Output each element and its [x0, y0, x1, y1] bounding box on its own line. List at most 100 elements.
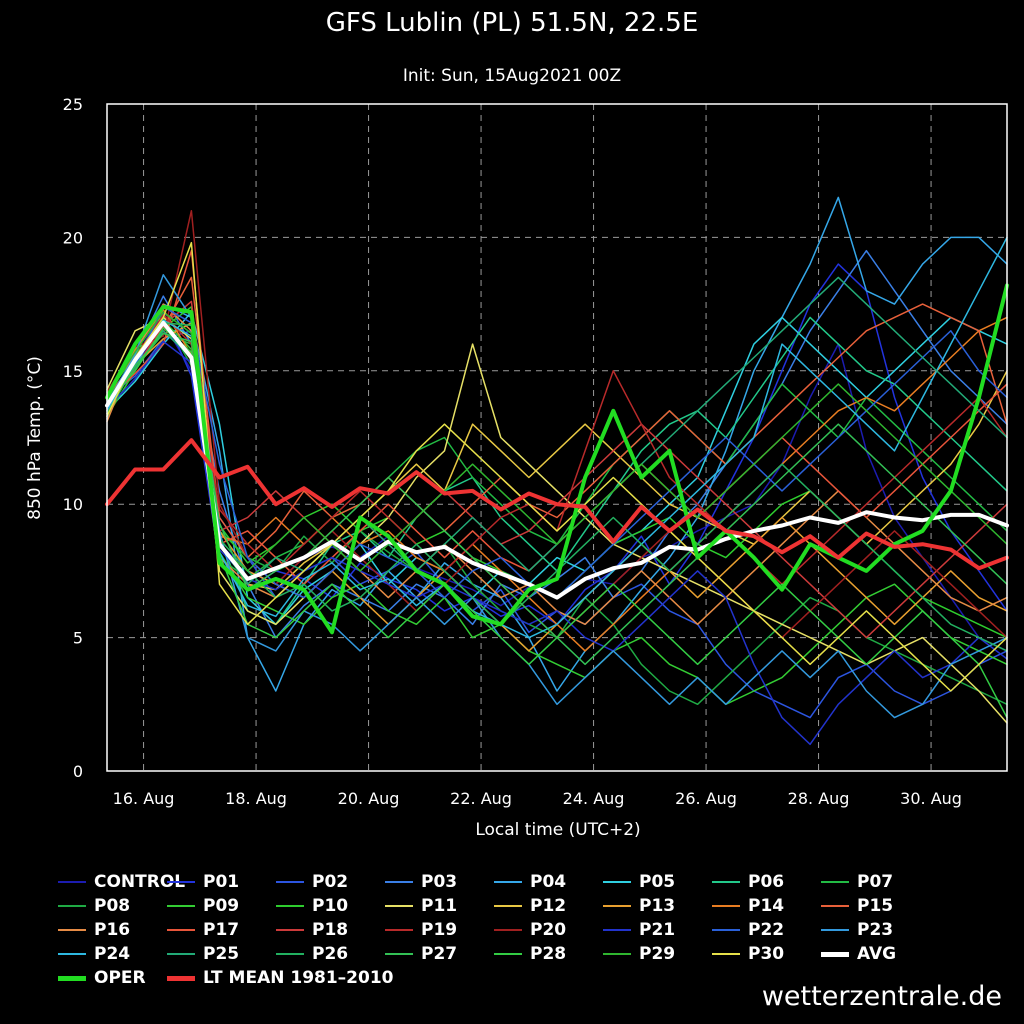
legend-swatch — [821, 929, 849, 931]
legend-item[interactable]: P11 — [385, 896, 457, 916]
legend-label: P23 — [857, 920, 894, 940]
legend-label: P28 — [530, 944, 567, 964]
source-credit: wetterzentrale.de — [761, 981, 1002, 1012]
legend-label: P07 — [857, 872, 894, 892]
y-axis-label: 850 hPa Temp. (°C) — [25, 356, 45, 520]
legend-swatch — [276, 953, 304, 955]
legend-swatch — [821, 951, 849, 957]
grid-lines — [107, 104, 1007, 771]
legend-item[interactable]: P18 — [276, 920, 348, 940]
legend-swatch — [385, 881, 413, 883]
legend-item[interactable]: P14 — [712, 896, 784, 916]
legend-item[interactable]: P06 — [712, 872, 784, 892]
chart-subtitle: Init: Sun, 15Aug2021 00Z — [402, 66, 622, 86]
legend-swatch — [58, 881, 86, 883]
legend-label: P29 — [639, 944, 676, 964]
legend-item[interactable]: P17 — [167, 920, 239, 940]
legend-item[interactable]: P20 — [494, 920, 566, 940]
legend-label: P12 — [530, 896, 567, 916]
x-tick-label: 24. Aug — [563, 789, 625, 808]
legend-item[interactable]: P05 — [603, 872, 675, 892]
legend-item[interactable]: P08 — [58, 896, 130, 916]
legend-item[interactable]: P01 — [167, 872, 239, 892]
series-line-p26 — [106, 322, 1008, 652]
legend-item[interactable]: P22 — [712, 920, 784, 940]
legend-item[interactable]: P26 — [276, 944, 348, 964]
legend-label: OPER — [94, 968, 146, 988]
legend-item[interactable]: P28 — [494, 944, 566, 964]
y-tick-label: 20 — [63, 228, 83, 247]
legend-label: P13 — [639, 896, 676, 916]
legend-swatch — [385, 905, 413, 907]
legend-item[interactable]: P02 — [276, 872, 348, 892]
legend-item[interactable]: CONTROL — [58, 872, 185, 892]
series-line-oper — [105, 283, 1009, 635]
legend-item[interactable]: AVG — [821, 944, 896, 964]
legend-item[interactable]: P12 — [494, 896, 566, 916]
legend-label: LT MEAN 1981–2010 — [203, 968, 394, 988]
legend-label: P06 — [748, 872, 785, 892]
legend-item[interactable]: P19 — [385, 920, 457, 940]
legend-swatch — [276, 929, 304, 931]
legend-label: AVG — [857, 944, 897, 964]
legend-item[interactable]: P07 — [821, 872, 893, 892]
legend-item[interactable]: P10 — [276, 896, 348, 916]
legend-item[interactable]: P25 — [167, 944, 239, 964]
legend-label: P02 — [312, 872, 349, 892]
legend-item[interactable]: P21 — [603, 920, 675, 940]
series-lines — [105, 196, 1009, 746]
legend-label: P26 — [312, 944, 349, 964]
legend-label: P25 — [203, 944, 240, 964]
chart-title: GFS Lublin (PL) 51.5N, 22.5E — [325, 8, 699, 38]
legend-swatch — [494, 953, 522, 955]
legend-label: P11 — [421, 896, 458, 916]
series-line-p28 — [106, 327, 1008, 719]
y-tick-label: 0 — [73, 762, 83, 781]
legend-swatch — [276, 905, 304, 907]
legend-item[interactable]: P16 — [58, 920, 130, 940]
legend-item[interactable]: P15 — [821, 896, 893, 916]
legend-swatch — [167, 975, 195, 981]
legend-swatch — [385, 953, 413, 955]
legend-swatch — [821, 881, 849, 883]
legend-label: CONTROL — [94, 872, 186, 892]
legend-item[interactable]: P09 — [167, 896, 239, 916]
series-line-p22 — [106, 306, 1008, 599]
legend-swatch — [167, 881, 195, 883]
series-line-avg — [105, 320, 1009, 600]
legend-label: P17 — [203, 920, 240, 940]
legend-swatch — [603, 881, 631, 883]
legend-label: P03 — [421, 872, 458, 892]
legend-item[interactable]: OPER — [58, 968, 146, 988]
legend-swatch — [385, 929, 413, 931]
y-tick-label: 15 — [63, 362, 83, 381]
legend-item[interactable]: P23 — [821, 920, 893, 940]
legend-item[interactable]: P24 — [58, 944, 130, 964]
y-tick-label: 10 — [63, 495, 83, 514]
legend-label: P30 — [748, 944, 785, 964]
legend-item[interactable]: P13 — [603, 896, 675, 916]
y-tick-label: 25 — [63, 95, 83, 114]
series-line-p08 — [106, 316, 1008, 706]
x-tick-label: 26. Aug — [675, 789, 737, 808]
legend-item[interactable]: P29 — [603, 944, 675, 964]
axis-ticks: 0 5 10 15 20 25 16. Aug 18. Aug 20. Aug 22. Aug 24… — [63, 95, 962, 808]
legend-item[interactable]: P04 — [494, 872, 566, 892]
legend-label: P21 — [639, 920, 676, 940]
y-tick-label: 5 — [73, 629, 83, 648]
legend-swatch — [603, 905, 631, 907]
legend-label: P08 — [94, 896, 131, 916]
legend-swatch — [494, 905, 522, 907]
legend-item[interactable]: P27 — [385, 944, 457, 964]
legend-item[interactable]: P30 — [712, 944, 784, 964]
legend-item[interactable]: P03 — [385, 872, 457, 892]
legend-swatch — [58, 953, 86, 955]
legend-item[interactable]: LT MEAN 1981–2010 — [167, 968, 394, 988]
legend-label: P10 — [312, 896, 349, 916]
series-line-p24 — [106, 236, 1008, 639]
legend-label: P05 — [639, 872, 676, 892]
x-tick-label: 22. Aug — [450, 789, 512, 808]
legend-swatch — [167, 905, 195, 907]
legend-swatch — [821, 905, 849, 907]
series-line-p15 — [106, 276, 1008, 559]
